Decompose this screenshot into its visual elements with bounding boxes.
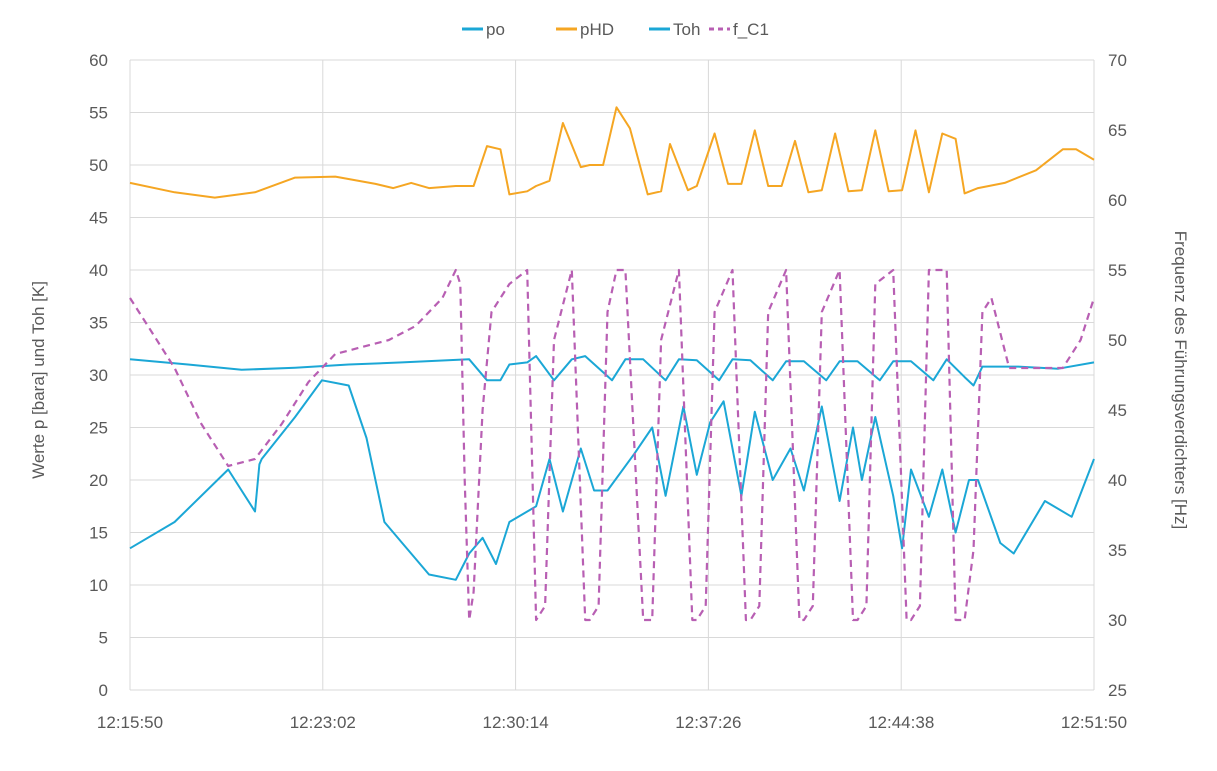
- x-tick-label: 12:37:26: [675, 713, 741, 732]
- x-tick-label: 12:51:50: [1061, 713, 1127, 732]
- left-tick-label: 35: [89, 314, 108, 333]
- left-axis-label: Werte p [bara] und Toh [K]: [29, 281, 48, 479]
- series-line-toh: [129, 379, 1095, 581]
- series-line-phd: [129, 106, 1095, 199]
- right-tick-label: 55: [1108, 261, 1127, 280]
- legend: po pHD Toh f_C1: [462, 20, 769, 39]
- x-tick-label: 12:44:38: [868, 713, 934, 732]
- right-axis-ticks: 25 30 35 40 45 50 55 60 65 70: [1108, 51, 1127, 700]
- left-tick-label: 45: [89, 209, 108, 228]
- right-tick-label: 25: [1108, 681, 1127, 700]
- right-tick-label: 60: [1108, 191, 1127, 210]
- left-tick-label: 15: [89, 524, 108, 543]
- left-tick-label: 30: [89, 366, 108, 385]
- legend-label-f-c1: f_C1: [733, 20, 769, 39]
- left-tick-label: 5: [99, 629, 108, 648]
- right-tick-label: 70: [1108, 51, 1127, 70]
- right-tick-label: 35: [1108, 541, 1127, 560]
- x-tick-label: 12:23:02: [290, 713, 356, 732]
- right-tick-label: 65: [1108, 121, 1127, 140]
- legend-label-toh: Toh: [673, 20, 700, 39]
- left-tick-label: 55: [89, 104, 108, 123]
- left-tick-label: 0: [99, 681, 108, 700]
- left-tick-label: 50: [89, 156, 108, 175]
- right-tick-label: 40: [1108, 471, 1127, 490]
- x-tick-label: 12:30:14: [483, 713, 549, 732]
- left-axis-ticks: 0 5 10 15 20 25 30 35 40 45 50 55 60: [89, 51, 108, 700]
- left-tick-label: 10: [89, 576, 108, 595]
- series-line-po: [129, 355, 1095, 387]
- x-axis-ticks: 12:15:50 12:23:02 12:30:14 12:37:26 12:44:38…: [97, 713, 1127, 732]
- left-tick-label: 60: [89, 51, 108, 70]
- grid: [129, 59, 1095, 691]
- right-tick-label: 30: [1108, 611, 1127, 630]
- legend-label-phd: pHD: [580, 20, 614, 39]
- left-tick-label: 40: [89, 261, 108, 280]
- left-tick-label: 25: [89, 419, 108, 438]
- x-tick-label: 12:15:50: [97, 713, 163, 732]
- plot-series: [129, 106, 1096, 622]
- left-tick-label: 20: [89, 471, 108, 490]
- right-axis-label: Frequenz des Führungsverdichters [Hz]: [1171, 231, 1190, 530]
- right-tick-label: 45: [1108, 401, 1127, 420]
- right-tick-label: 50: [1108, 331, 1127, 350]
- series-line-f-c1: [129, 268, 1096, 622]
- legend-label-po: po: [486, 20, 505, 39]
